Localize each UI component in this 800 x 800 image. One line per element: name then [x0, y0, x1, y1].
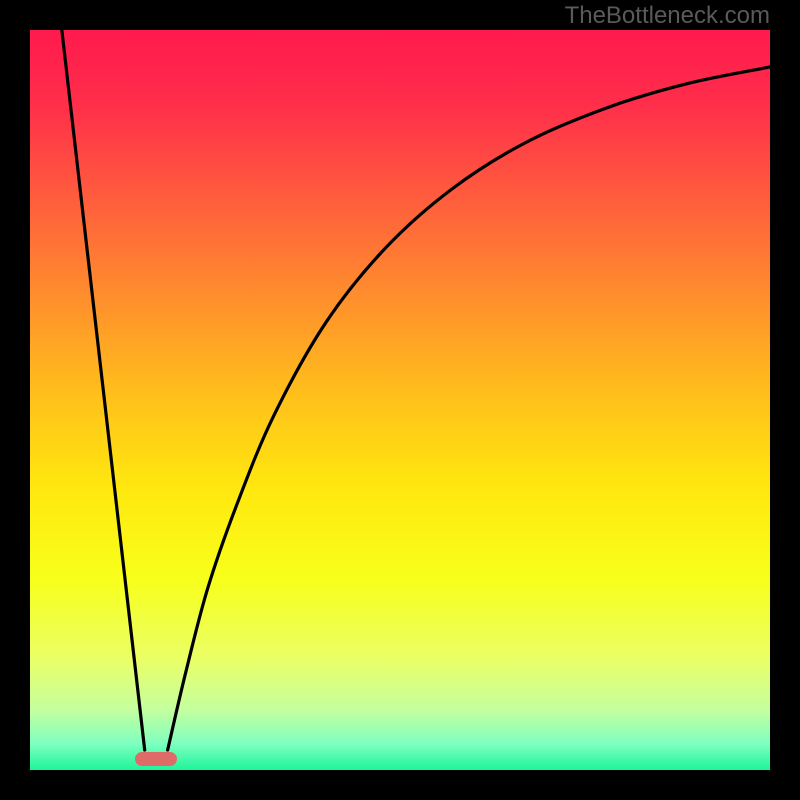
- bottleneck-curve: [30, 30, 770, 770]
- chart-container: TheBottleneck.com: [0, 0, 800, 800]
- optimum-marker: [135, 752, 176, 765]
- plot-area: [30, 30, 770, 770]
- watermark-text: TheBottleneck.com: [565, 2, 770, 30]
